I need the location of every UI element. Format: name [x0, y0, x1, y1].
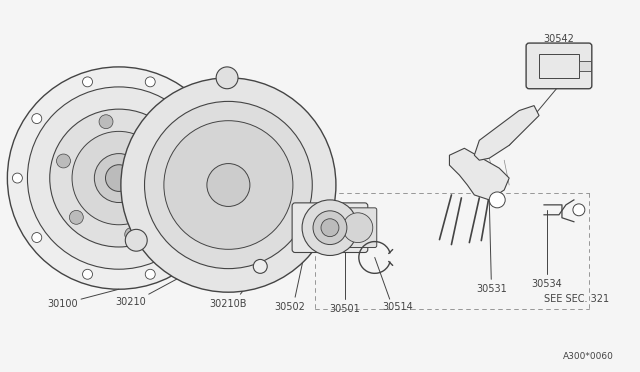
Circle shape [489, 192, 505, 208]
Polygon shape [474, 106, 539, 160]
Text: 30501: 30501 [330, 304, 360, 314]
Circle shape [216, 67, 238, 89]
Circle shape [312, 225, 333, 247]
Circle shape [145, 77, 156, 87]
Circle shape [321, 219, 339, 237]
Circle shape [50, 109, 188, 247]
Text: 30100: 30100 [48, 299, 79, 309]
Bar [579, 61, 591, 71]
Circle shape [313, 211, 347, 244]
Circle shape [83, 77, 93, 87]
Circle shape [32, 232, 42, 243]
Circle shape [196, 232, 206, 243]
Bar [539, 54, 579, 78]
Text: A300*0060: A300*0060 [563, 352, 614, 361]
Circle shape [343, 213, 372, 243]
FancyBboxPatch shape [292, 203, 368, 253]
Circle shape [253, 259, 268, 273]
Circle shape [207, 164, 250, 206]
Circle shape [8, 67, 230, 289]
Circle shape [164, 121, 293, 249]
Circle shape [125, 230, 147, 251]
Circle shape [106, 165, 132, 192]
Circle shape [32, 113, 42, 124]
Circle shape [216, 173, 225, 183]
Text: 30514: 30514 [382, 302, 413, 312]
Circle shape [99, 115, 113, 129]
Circle shape [145, 269, 156, 279]
FancyBboxPatch shape [333, 208, 377, 247]
Circle shape [83, 269, 93, 279]
Text: 30531: 30531 [476, 284, 507, 294]
Text: SEE SEC. 321: SEE SEC. 321 [544, 294, 609, 304]
Text: 30210: 30210 [115, 297, 146, 307]
Circle shape [69, 211, 83, 224]
Circle shape [196, 113, 206, 124]
Text: 30534: 30534 [532, 279, 563, 289]
Text: 30502: 30502 [275, 302, 305, 312]
Circle shape [72, 131, 166, 225]
Text: 30210B: 30210B [210, 299, 247, 309]
Circle shape [56, 154, 70, 168]
Circle shape [154, 132, 168, 146]
Polygon shape [449, 148, 509, 200]
Circle shape [302, 200, 358, 256]
Circle shape [94, 154, 143, 202]
Circle shape [12, 173, 22, 183]
Text: 30542: 30542 [543, 34, 574, 44]
Circle shape [573, 204, 585, 216]
Circle shape [145, 102, 312, 269]
Circle shape [28, 87, 211, 269]
Circle shape [167, 188, 181, 202]
FancyBboxPatch shape [526, 43, 592, 89]
Circle shape [121, 78, 336, 292]
Circle shape [125, 228, 139, 241]
